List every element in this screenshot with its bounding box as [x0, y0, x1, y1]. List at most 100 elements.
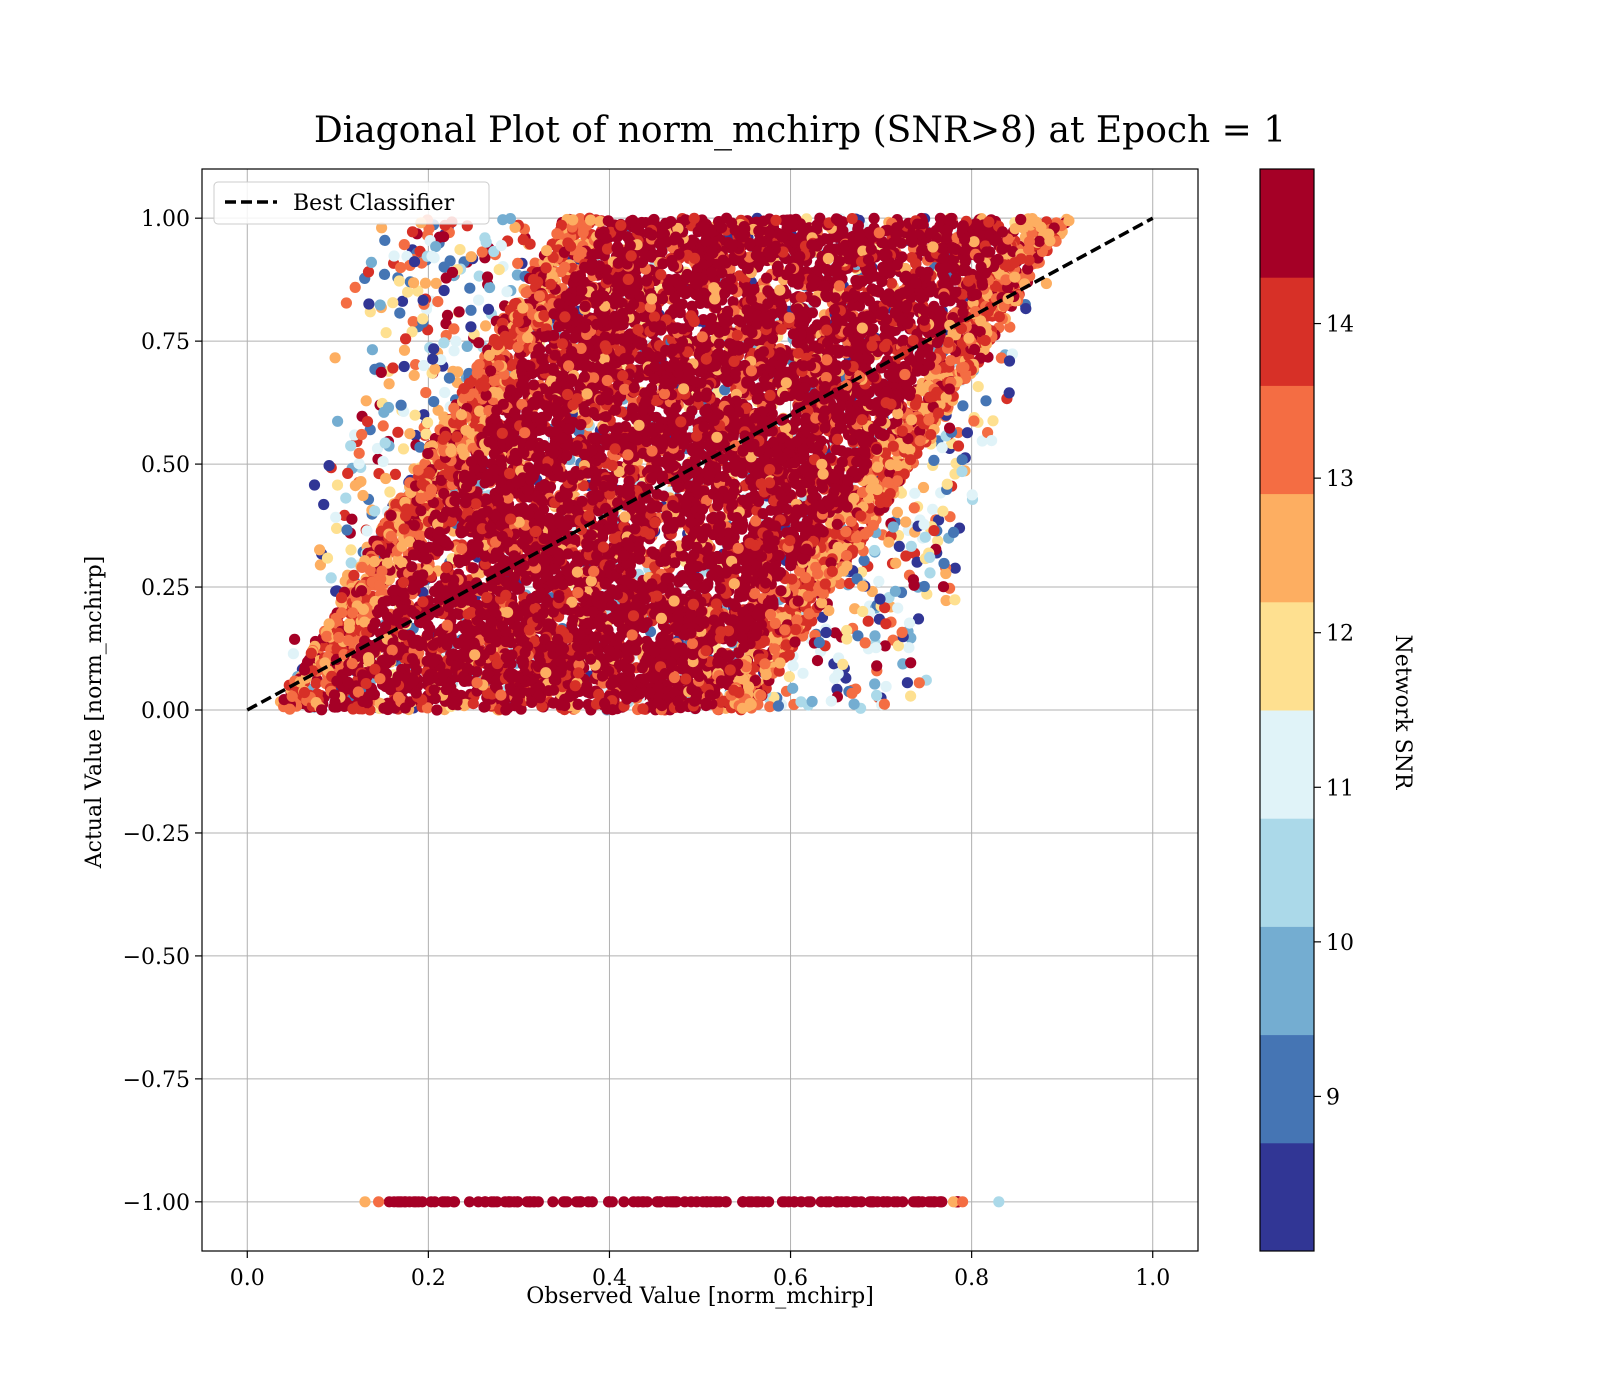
scatter-point: [345, 544, 357, 556]
scatter-point: [482, 303, 495, 315]
scatter-point: [387, 362, 399, 374]
scatter-point: [495, 239, 507, 252]
scatter-point: [380, 327, 392, 339]
scatter-point: [841, 624, 853, 637]
scatter-point: [826, 565, 838, 578]
scatter-point: [564, 240, 577, 252]
scatter-point: [512, 316, 524, 328]
scatter-point: [961, 427, 974, 439]
scatter-point: [932, 407, 945, 419]
scatter-point: [409, 409, 421, 421]
scatter-point: [355, 476, 367, 488]
scatter-point: [551, 228, 563, 240]
scatter-point: [451, 431, 463, 443]
scatter-point: [891, 506, 904, 518]
scatter-point: [441, 309, 454, 321]
scatter-point: [340, 492, 352, 504]
scatter-point: [360, 395, 372, 407]
scatter-point: [408, 519, 420, 531]
scatter-point: [874, 593, 886, 605]
scatter-point: [321, 630, 333, 643]
scatter-point: [422, 417, 434, 429]
scatter-point: [356, 561, 368, 574]
scatter-point: [387, 297, 399, 309]
scatter-point: [501, 286, 513, 298]
scatter-point: [892, 602, 904, 614]
scatter-point: [438, 284, 450, 297]
scatter-point: [987, 415, 999, 427]
scatter-point: [884, 488, 896, 500]
scatter-point: [404, 428, 416, 440]
scatter-point: [450, 335, 462, 347]
scatter-point: [889, 585, 902, 597]
scatter-point: [795, 696, 807, 708]
scatter-point: [840, 526, 852, 538]
scatter-point: [340, 297, 352, 309]
scatter-point: [389, 468, 401, 480]
scatter-point: [846, 687, 858, 699]
scatter-point: [1023, 236, 1035, 248]
scatter-point: [419, 277, 432, 289]
scatter-point: [408, 277, 420, 289]
scatter-point: [512, 257, 524, 269]
scatter-point: [397, 443, 410, 455]
scatter-point: [378, 268, 391, 280]
scatter-point: [400, 333, 412, 345]
scatter-point: [567, 214, 579, 226]
scatter-point: [342, 467, 354, 479]
scatter-point: [420, 387, 432, 399]
scatter-point: [857, 605, 869, 618]
scatter-point: [792, 595, 804, 607]
scatter-point: [323, 618, 335, 630]
scatter-point: [913, 677, 925, 689]
scatter-point: [968, 415, 980, 427]
scatter-point: [896, 626, 908, 639]
scatter-point: [402, 286, 414, 298]
scatter-point: [743, 681, 755, 693]
scatter-point: [905, 414, 918, 426]
scatter-point: [408, 369, 420, 381]
scatter-point: [848, 698, 860, 710]
scatter-point: [473, 337, 485, 349]
scatter-point: [400, 510, 412, 522]
scatter-point: [465, 321, 477, 333]
scatter-point: [395, 262, 407, 274]
scatter-point: [493, 264, 505, 276]
scatter-point: [865, 483, 877, 495]
scatter-point: [1003, 387, 1015, 399]
scatter-point: [455, 409, 468, 421]
scatter-point: [819, 578, 831, 590]
scatter-point: [491, 387, 503, 399]
scatter-point: [429, 363, 441, 375]
scatter-point: [382, 401, 395, 414]
scatter-point: [928, 454, 940, 466]
scatter-point: [380, 472, 392, 485]
scatter-point: [905, 540, 917, 552]
scatter-point: [476, 246, 488, 258]
scatter-point: [398, 360, 410, 373]
scatter-point: [918, 580, 930, 593]
scatter-point: [412, 464, 424, 476]
scatter-point: [900, 516, 912, 528]
scatter-point: [333, 631, 345, 644]
scatter-point: [336, 607, 348, 619]
scatter-point: [869, 678, 881, 690]
scatter-point: [286, 690, 298, 703]
scatter-point: [789, 636, 801, 648]
scatter-point: [841, 633, 853, 645]
scatter-point: [927, 503, 939, 515]
scatter-point: [438, 231, 450, 243]
scatter-point: [384, 486, 396, 498]
scatter-point: [365, 256, 377, 268]
scatter-point: [966, 489, 978, 501]
scatter-point: [1015, 253, 1027, 265]
scatter-point: [917, 481, 930, 494]
scatter-point: [760, 669, 772, 681]
scatter-point: [862, 615, 874, 627]
scatter-point: [428, 343, 440, 355]
scatter-point: [332, 415, 344, 427]
scatter-point: [972, 381, 984, 393]
scatter-point: [432, 296, 444, 308]
scatter-point: [473, 359, 485, 371]
